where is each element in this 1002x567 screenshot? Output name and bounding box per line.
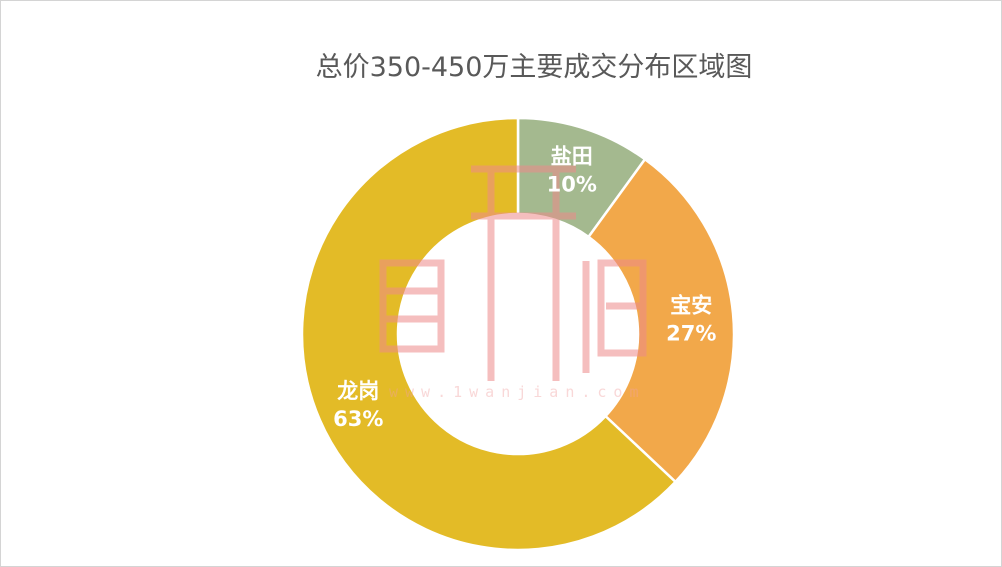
slice-category-label: 龙岗 — [337, 379, 379, 403]
slice-3 — [300, 116, 678, 552]
chart-title: 总价350-450万主要成交分布区域图 — [315, 52, 753, 83]
watermark-text: www.1wanjian.com — [389, 383, 646, 401]
slice-value-label: 10% — [547, 173, 597, 197]
slice-value-label: 63% — [333, 407, 383, 431]
data-labels: 盐田 10% 宝安 27% 龙岗 63% — [333, 145, 716, 432]
slice-category-label: 盐田 — [551, 145, 593, 169]
slice-category-label: 宝安 — [670, 294, 712, 318]
watermark-logo: www.1wanjian.com — [379, 165, 647, 401]
slice-2 — [586, 157, 736, 484]
slice-value-label: 27% — [666, 322, 716, 346]
